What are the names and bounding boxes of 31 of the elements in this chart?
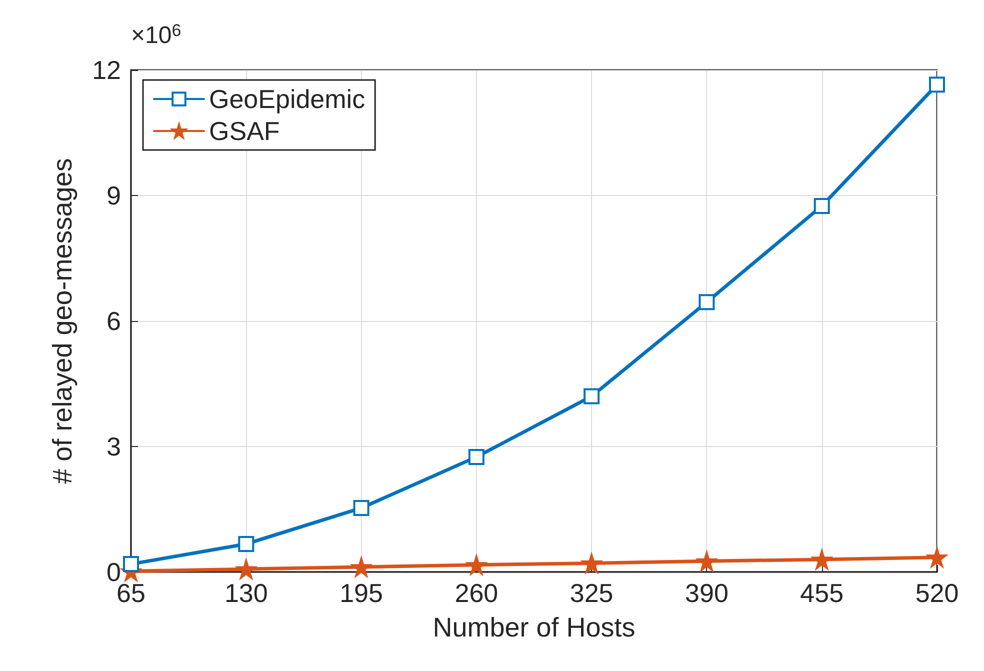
point [353, 500, 370, 516]
point [238, 536, 254, 552]
y-axis-title: # of relayed geo-messages [48, 158, 78, 484]
y-tick-label: 0 [106, 557, 121, 587]
point [466, 554, 487, 576]
point [814, 198, 830, 214]
point [123, 556, 139, 572]
point [926, 546, 948, 568]
x-tick-label: 390 [685, 578, 728, 608]
x-axis-title: Number of Hosts [432, 612, 636, 642]
y-tick-label: 3 [106, 432, 121, 462]
y-tick-label: 9 [106, 180, 121, 210]
point [811, 548, 832, 570]
x-tick-label: 195 [340, 578, 383, 608]
point [698, 294, 715, 310]
point [468, 448, 484, 465]
x-tick-label: 325 [570, 578, 614, 608]
point [350, 556, 372, 578]
x-tick-label: 520 [915, 578, 959, 608]
x-tick-label: 130 [224, 578, 268, 608]
point [584, 388, 600, 404]
legend-label: GeoEpidemic [209, 84, 366, 114]
point [236, 558, 257, 580]
legend-label: GSAF [209, 116, 280, 146]
point [581, 552, 602, 574]
point [696, 550, 718, 572]
y-tick-label: 6 [106, 306, 121, 336]
y-tick-label: 12 [92, 55, 121, 85]
x-tick-label: 260 [454, 578, 498, 608]
x-tick-label: 455 [800, 578, 844, 608]
point [929, 76, 945, 93]
